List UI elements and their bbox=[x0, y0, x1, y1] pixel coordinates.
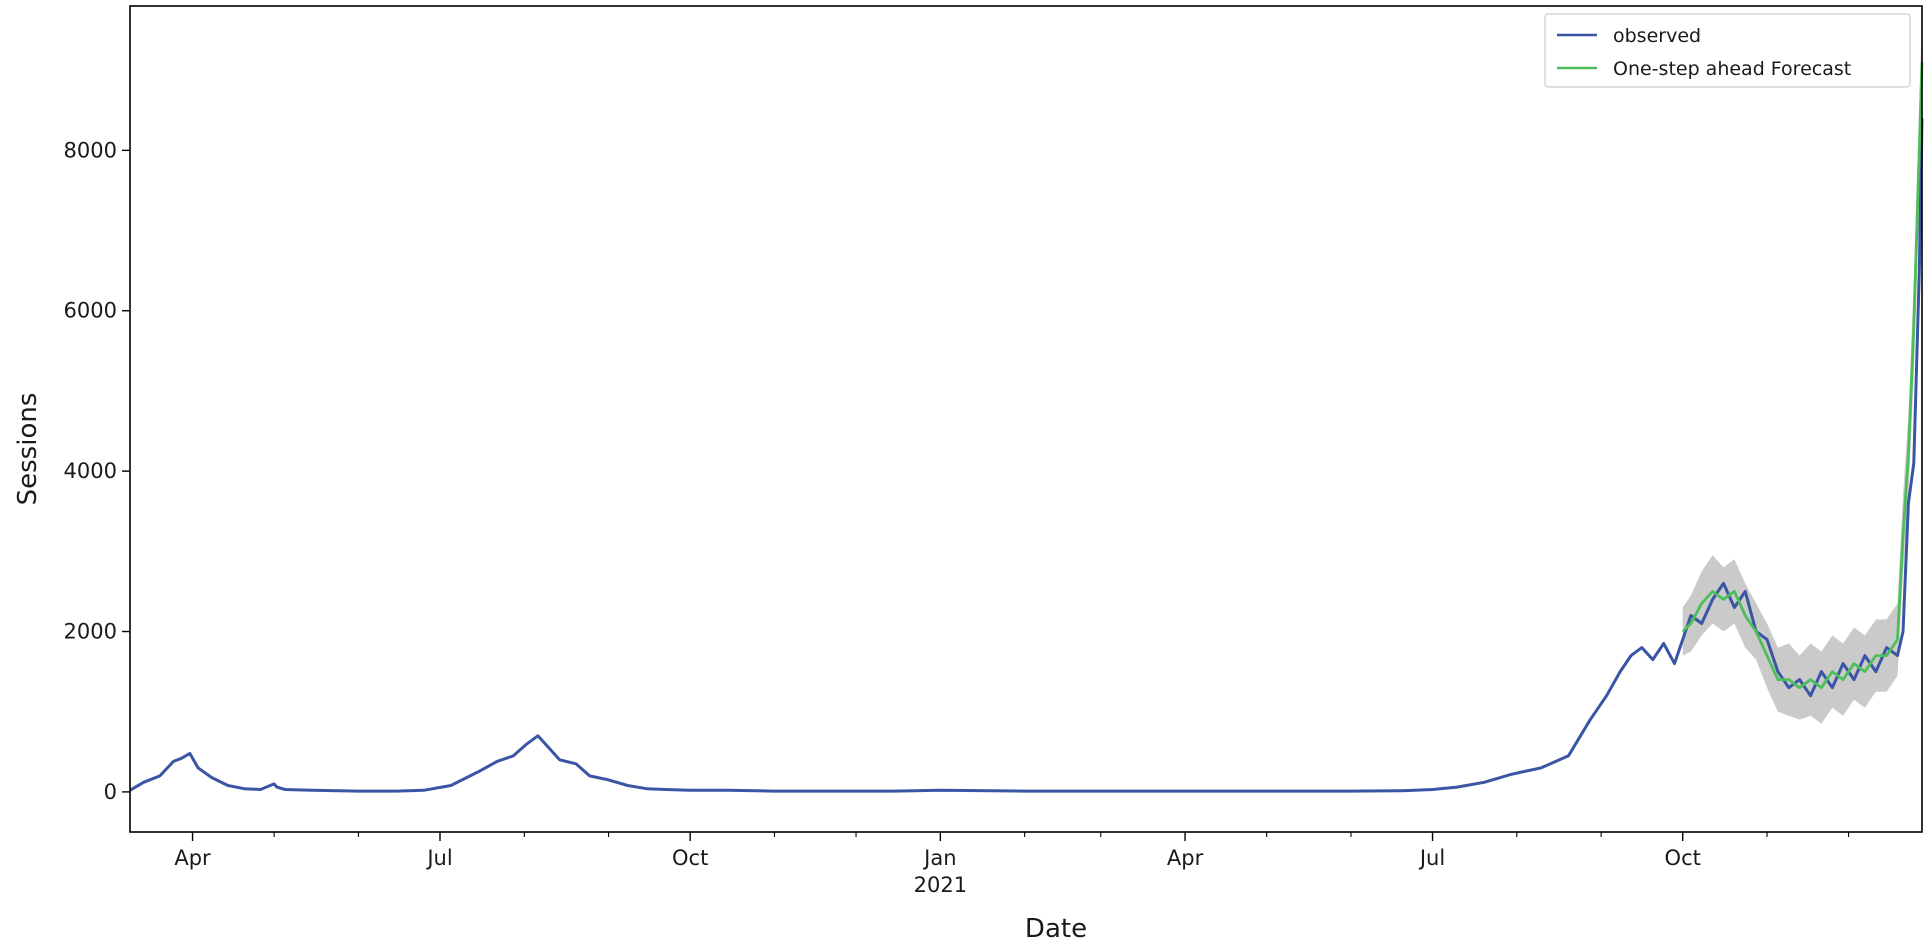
legend-label-forecast: One-step ahead Forecast bbox=[1613, 58, 1851, 80]
x-axis: Apr Jul Oct Jan Apr Jul Oct bbox=[174, 832, 1850, 870]
x-tick-label: Apr bbox=[1167, 846, 1204, 870]
y-tick-label: 2000 bbox=[64, 620, 117, 644]
y-tick-label: 6000 bbox=[64, 299, 117, 323]
x-tick-label: Oct bbox=[1665, 846, 1701, 870]
legend: observed One-step ahead Forecast bbox=[1544, 13, 1911, 88]
x-tick-label: Oct bbox=[672, 846, 708, 870]
y-tick-label: 4000 bbox=[64, 459, 117, 483]
x-tick-label: Jan bbox=[922, 846, 956, 870]
y-axis: 0 2000 4000 6000 8000 bbox=[64, 138, 130, 804]
x-tick-label: Jul bbox=[1418, 846, 1445, 870]
legend-label-observed: observed bbox=[1613, 25, 1701, 47]
x-tick-label: Apr bbox=[174, 846, 211, 870]
x-axis-year-label: 2021 bbox=[914, 873, 967, 897]
series-observed-line bbox=[129, 118, 1924, 793]
forecast-confidence-band bbox=[1682, 14, 1922, 724]
y-axis-label: Sessions bbox=[13, 393, 43, 506]
axes-frame bbox=[129, 5, 1923, 833]
plot-area bbox=[129, 14, 1924, 793]
series-forecast-line bbox=[1681, 62, 1924, 690]
y-tick-label: 8000 bbox=[64, 138, 117, 162]
y-tick-label: 0 bbox=[104, 780, 117, 804]
x-tick-label: Jul bbox=[425, 846, 452, 870]
legend-box bbox=[1544, 13, 1911, 88]
x-axis-label: Date bbox=[1025, 914, 1087, 944]
